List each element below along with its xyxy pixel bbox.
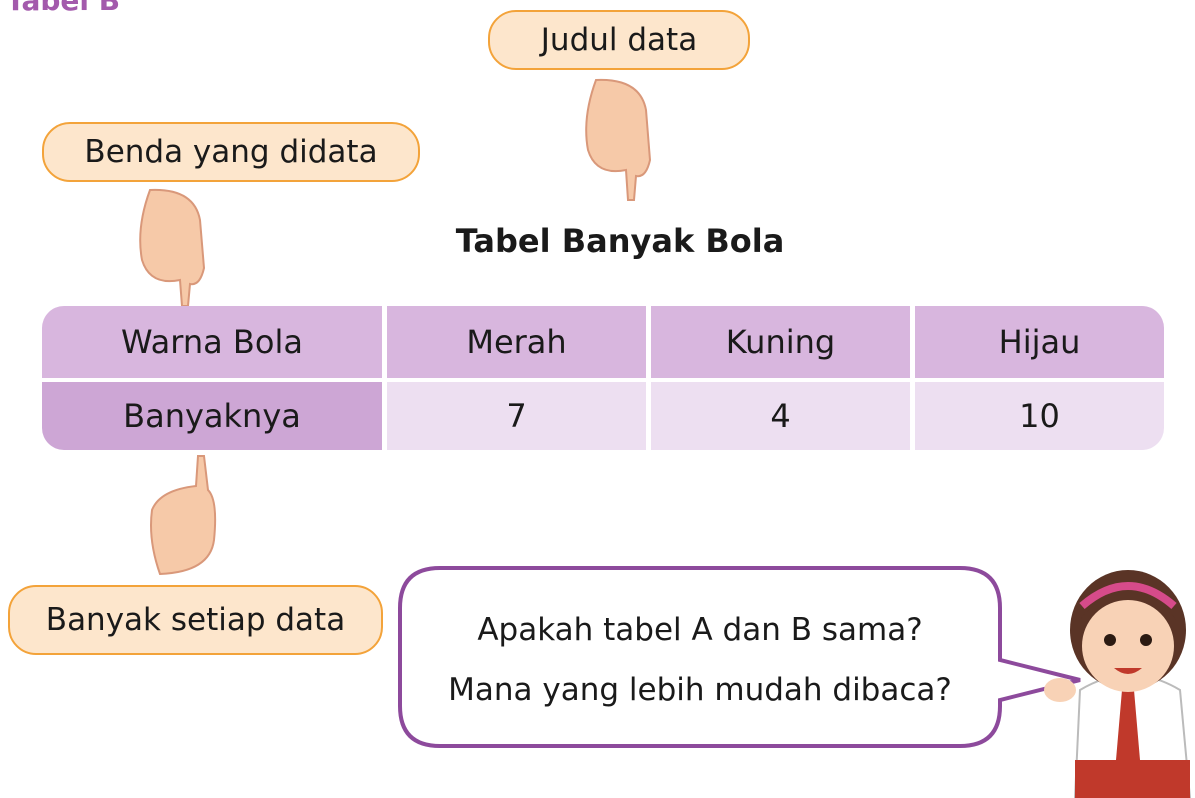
table-title: Tabel Banyak Bola <box>455 222 785 260</box>
table-cell: 7 <box>387 382 646 450</box>
table-cell: Merah <box>387 306 646 378</box>
table-cell: 10 <box>915 382 1164 450</box>
callout: Benda yang didata <box>42 122 420 182</box>
table-cell: 4 <box>651 382 910 450</box>
callout: Banyak setiap data <box>8 585 383 655</box>
girl-illustration <box>1044 570 1192 798</box>
table-cell: Hijau <box>915 306 1164 378</box>
hand-icon <box>150 455 217 576</box>
table-cell: Warna Bola <box>42 306 382 378</box>
table-cell: Banyaknya <box>42 382 382 450</box>
speech-text: Apakah tabel A dan B sama? <box>477 612 923 648</box>
speech-bubble <box>398 566 1081 748</box>
hand-icon <box>585 78 652 201</box>
speech-text: Mana yang lebih mudah dibaca? <box>448 672 952 708</box>
section-heading: Tabel B <box>6 0 121 17</box>
callout: Judul data <box>488 10 750 70</box>
table-cell: Kuning <box>651 306 910 378</box>
